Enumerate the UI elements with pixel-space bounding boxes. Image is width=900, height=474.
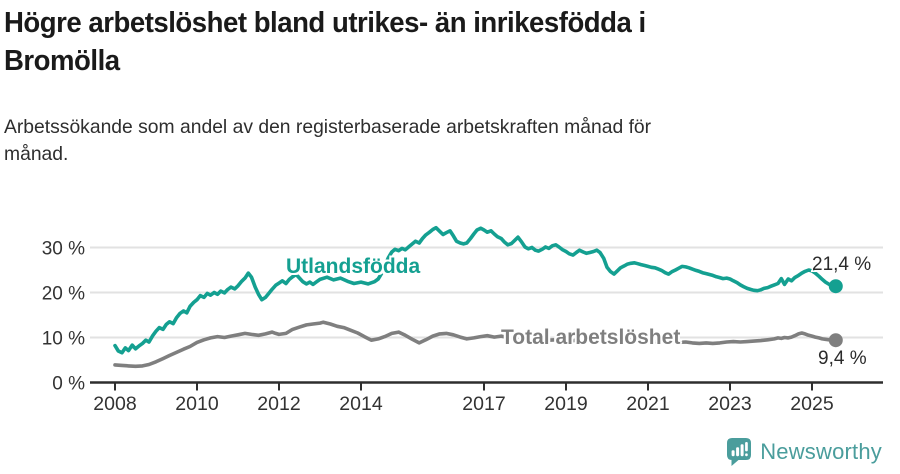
- x-tick-label: 2023: [708, 393, 751, 415]
- y-tick-label: 10 %: [42, 329, 85, 350]
- subtitle-line-2: månad.: [4, 143, 69, 165]
- y-tick-label: 20 %: [42, 284, 85, 305]
- end-dot-utlandsfodda: [828, 279, 843, 294]
- chart-subtitle: Arbetssökande som andel av den registerb…: [4, 114, 651, 168]
- y-tick-label: 0 %: [52, 374, 85, 395]
- x-tick-label: 2008: [93, 393, 136, 415]
- x-tick-label: 2019: [544, 393, 587, 415]
- newsworthy-logo-icon: [727, 438, 752, 466]
- page-title: Högre arbetslöshet bland utrikes- än inr…: [4, 4, 646, 80]
- x-tick-label: 2021: [626, 393, 669, 415]
- title-line-1: Högre arbetslöshet bland utrikes- än inr…: [4, 7, 646, 39]
- x-tick-label: 2010: [175, 393, 219, 415]
- end-dot-total-arbetsloshet: [828, 333, 843, 348]
- x-tick-label: 2014: [339, 393, 383, 415]
- series-label-total-arbetsloshet: Total arbetslöshet: [501, 326, 681, 349]
- newsworthy-brand: Newsworthy: [726, 437, 882, 467]
- brand-name: Newsworthy: [760, 439, 882, 464]
- bar-chart-glyph-bar2: [736, 447, 740, 457]
- series-label-utlandsfodda: Utlandsfödda: [286, 255, 421, 278]
- end-value-utlandsfodda: 21,4 %: [812, 254, 872, 275]
- line-chart: 0 % 10 % 20 % 30 % 2008 2010 2012 2014 2017 2019 2…: [42, 225, 883, 415]
- x-tick-label: 2025: [790, 393, 834, 415]
- title-line-2: Bromölla: [4, 45, 120, 77]
- x-tick-label: 2012: [257, 393, 300, 415]
- subtitle-line-1: Arbetssökande som andel av den registerb…: [4, 116, 652, 138]
- exclamation-mark-dot: [745, 453, 748, 457]
- series-line-utlandsfodda: [113, 225, 838, 355]
- exclamation-mark-stem: [745, 442, 748, 452]
- x-tick-label: 2017: [462, 393, 505, 415]
- end-value-total-arbetsloshet: 9,4 %: [818, 348, 867, 369]
- bar-chart-glyph-bar3: [740, 444, 744, 457]
- y-tick-label: 30 %: [42, 239, 85, 260]
- bar-chart-glyph-bar1: [731, 450, 735, 457]
- series-line-total-arbetsloshet: [113, 320, 838, 369]
